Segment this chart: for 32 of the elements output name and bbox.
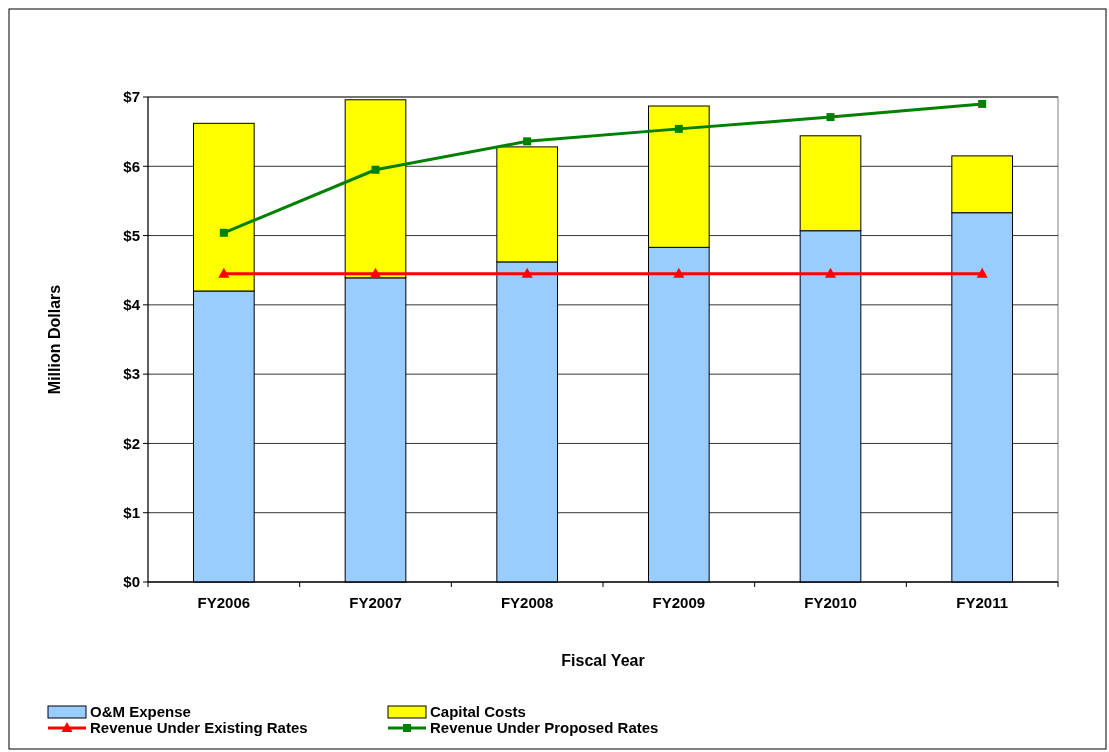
point [371,165,380,174]
point [218,267,230,278]
y-tick-label: $4 [123,296,141,314]
point [825,267,836,278]
point [521,267,533,278]
x-tick-label: FY2006 [197,594,251,611]
x-tick-label: FY2008 [500,594,554,611]
y-tick-label: $6 [123,157,140,175]
point [673,267,685,278]
point [674,124,683,133]
point [523,137,532,146]
x-axis-title: Fiscal Year [561,652,645,669]
x-tick-label: FY2011 [956,594,1009,611]
legend-label: Revenue Under Existing Rates [90,719,308,737]
y-tick-label: $2 [123,434,140,452]
x-tick-label: FY2009 [652,594,706,611]
y-tick-label: $3 [123,365,140,383]
y-tick-label: $5 [123,226,140,244]
x-tick-label: FY2007 [349,594,402,611]
point [976,267,988,278]
y-tick-label: $7 [123,88,140,106]
point [370,267,381,278]
legend-label: Capital Costs [430,703,526,721]
y-tick-label: $1 [123,503,140,521]
y-axis-title: Million Dollars [46,284,63,395]
legend-label: Revenue Under Proposed Rates [430,719,659,737]
legend-label: O&M Expense [90,703,191,721]
point [219,228,228,237]
point [826,113,835,122]
x-tick-label: FY2010 [804,594,857,611]
point [978,99,987,108]
y-tick-label: $0 [123,573,140,591]
